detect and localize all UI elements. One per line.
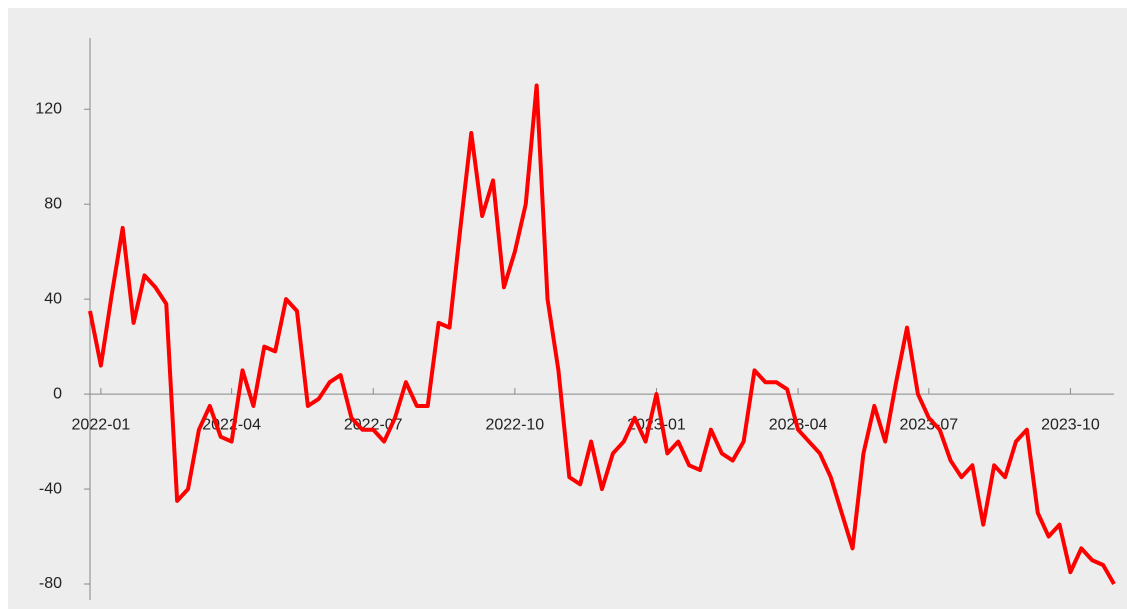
x-tick-label: 2022-01 <box>72 416 131 433</box>
y-tick-label: -40 <box>39 480 62 497</box>
x-tick-label: 2023-07 <box>899 416 958 433</box>
x-tick-label: 2022-10 <box>485 416 544 433</box>
x-tick-label: 2023-10 <box>1041 416 1100 433</box>
y-tick-label: 0 <box>53 385 62 402</box>
y-tick-label: 40 <box>44 290 62 307</box>
data-line <box>88 83 1116 585</box>
y-tick-label: 120 <box>35 100 62 117</box>
plot-background <box>8 8 1127 609</box>
y-tick-label: 80 <box>44 195 62 212</box>
y-tick-label: -80 <box>39 575 62 592</box>
